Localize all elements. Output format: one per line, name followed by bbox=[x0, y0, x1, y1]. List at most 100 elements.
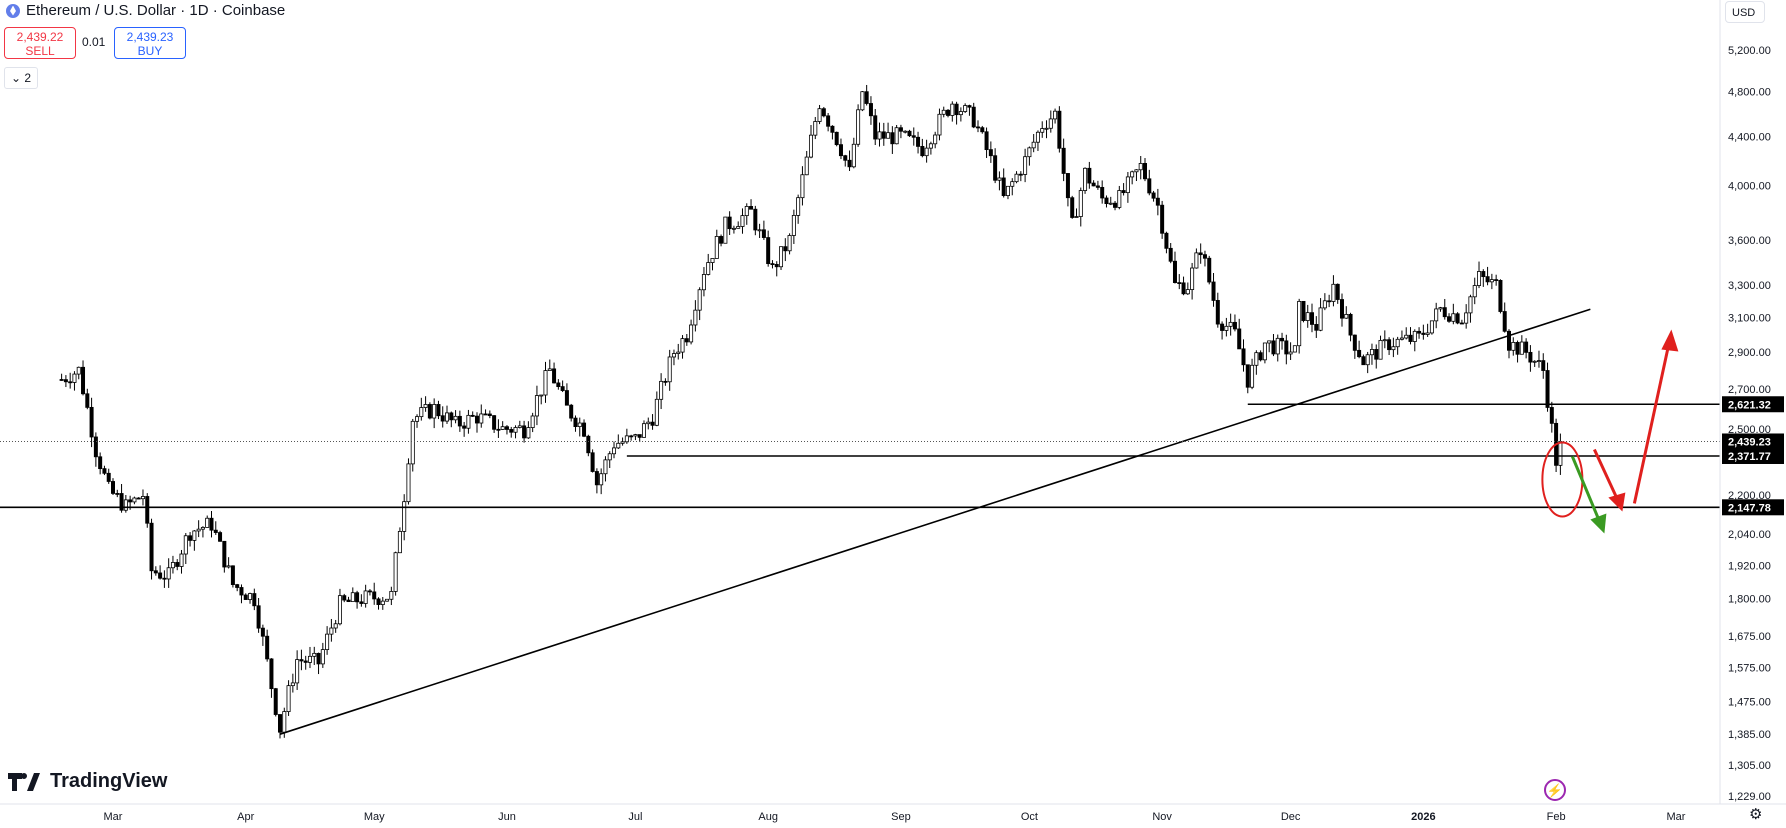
candle-body bbox=[1558, 441, 1563, 466]
candle-body bbox=[256, 605, 261, 629]
candle-body bbox=[1053, 110, 1058, 120]
candle-body bbox=[787, 235, 792, 252]
candle-body bbox=[693, 309, 698, 326]
candle-body bbox=[1198, 252, 1203, 256]
candle-body bbox=[359, 601, 364, 604]
candle-body bbox=[303, 660, 308, 663]
candle-body bbox=[196, 528, 201, 532]
candle-body bbox=[1070, 197, 1075, 218]
candle-body bbox=[200, 527, 205, 530]
price-tick-label: 5,200.00 bbox=[1728, 45, 1771, 57]
candle-body bbox=[582, 422, 587, 437]
sell-button[interactable]: 2,439.22 SELL bbox=[4, 27, 76, 59]
candle-body bbox=[1143, 163, 1148, 180]
candle-body bbox=[1091, 182, 1096, 187]
candle-body bbox=[136, 497, 141, 500]
candle-body bbox=[1155, 197, 1160, 206]
candle-body bbox=[860, 91, 865, 111]
candle-body bbox=[479, 413, 484, 424]
symbol-header[interactable]: Ethereum / U.S. Dollar · 1D · Coinbase bbox=[6, 2, 285, 19]
current-price-label: 2,439.23 bbox=[1728, 436, 1771, 448]
candle-body bbox=[1511, 342, 1516, 351]
candle-body bbox=[898, 127, 903, 132]
candle-body bbox=[1194, 252, 1199, 269]
candle-body bbox=[988, 149, 993, 157]
time-axis[interactable]: Mar Apr May Jun Jul Aug Sep Oct Nov Dec 2026 Feb Mar bbox=[0, 803, 1786, 823]
candle-body bbox=[504, 426, 509, 430]
candle-body bbox=[753, 208, 758, 231]
candle-body bbox=[1258, 352, 1263, 361]
candle-body bbox=[85, 393, 90, 408]
candle-body bbox=[149, 522, 154, 572]
candle-body bbox=[509, 429, 514, 433]
time-tick-label: Mar bbox=[104, 811, 123, 823]
candle-body bbox=[1138, 163, 1143, 171]
candle-body bbox=[423, 404, 428, 408]
candle-body bbox=[145, 496, 150, 524]
candle-body bbox=[1177, 282, 1182, 284]
candle-body bbox=[714, 236, 719, 259]
candle-body bbox=[697, 289, 702, 311]
candle-body bbox=[770, 263, 775, 266]
logo-text: TradingView bbox=[50, 770, 168, 792]
candle-body bbox=[265, 635, 270, 660]
candle-body bbox=[838, 144, 843, 157]
candle-body bbox=[1502, 311, 1507, 332]
candle-body bbox=[111, 481, 116, 494]
candle-body bbox=[1297, 300, 1302, 347]
settings-icon[interactable]: ⚙ bbox=[1749, 806, 1763, 823]
candle-body bbox=[800, 174, 805, 199]
price-axis[interactable]: 5,200.00 4,800.00 4,400.00 4,000.00 3,600.00… bbox=[1719, 0, 1784, 804]
candle-body bbox=[808, 134, 813, 158]
candle-body bbox=[547, 368, 552, 371]
plot-area[interactable] bbox=[59, 84, 1563, 739]
candle-body bbox=[1250, 364, 1255, 388]
sell-price: 2,439.22 bbox=[16, 30, 64, 44]
candle-body bbox=[179, 553, 184, 567]
candle-body bbox=[1425, 332, 1430, 335]
candle-body bbox=[821, 108, 826, 117]
candle-body bbox=[363, 590, 368, 604]
candle-body bbox=[445, 412, 450, 422]
lightning-icon[interactable]: ⚡ bbox=[1544, 779, 1566, 801]
red-arrow-down-head bbox=[1608, 492, 1626, 512]
candle-body bbox=[282, 711, 287, 733]
candle-body bbox=[980, 127, 985, 133]
candle-body bbox=[1528, 351, 1533, 363]
candle-body bbox=[556, 382, 561, 388]
candle-body bbox=[1352, 334, 1357, 351]
candle-body bbox=[1382, 339, 1387, 342]
candle-body bbox=[1040, 128, 1045, 133]
candle-body bbox=[539, 394, 544, 397]
candle-body bbox=[89, 406, 94, 438]
candle-body bbox=[466, 414, 471, 429]
candle-body bbox=[1322, 300, 1327, 309]
currency-selector[interactable]: USD bbox=[1725, 1, 1765, 23]
candle-body bbox=[594, 471, 599, 486]
candle-body bbox=[620, 441, 625, 444]
candle-body bbox=[1399, 337, 1404, 340]
candle-body bbox=[1074, 216, 1079, 218]
candle-body bbox=[1515, 342, 1520, 355]
candle-body bbox=[903, 130, 908, 133]
candle-body bbox=[385, 598, 390, 602]
candle-body bbox=[449, 412, 454, 421]
candle-body bbox=[1524, 341, 1529, 353]
candle-body bbox=[213, 529, 218, 533]
candle-body bbox=[1104, 197, 1109, 205]
candle-body bbox=[1472, 285, 1477, 298]
candle-body bbox=[239, 587, 244, 596]
candle-body bbox=[1121, 190, 1126, 194]
candle-body bbox=[1245, 364, 1250, 388]
price-tick-label: 3,100.00 bbox=[1728, 313, 1771, 325]
buy-button[interactable]: 2,439.23 BUY bbox=[114, 27, 186, 59]
indicators-collapse-button[interactable]: ⌄ 2 bbox=[4, 67, 39, 89]
time-tick-label: Dec bbox=[1281, 811, 1301, 823]
candle-body bbox=[740, 215, 745, 227]
candle-body bbox=[1357, 349, 1362, 358]
candle-body bbox=[958, 111, 963, 116]
candle-body bbox=[813, 121, 818, 136]
candle-body bbox=[1232, 321, 1237, 330]
candle-body bbox=[1284, 340, 1289, 355]
